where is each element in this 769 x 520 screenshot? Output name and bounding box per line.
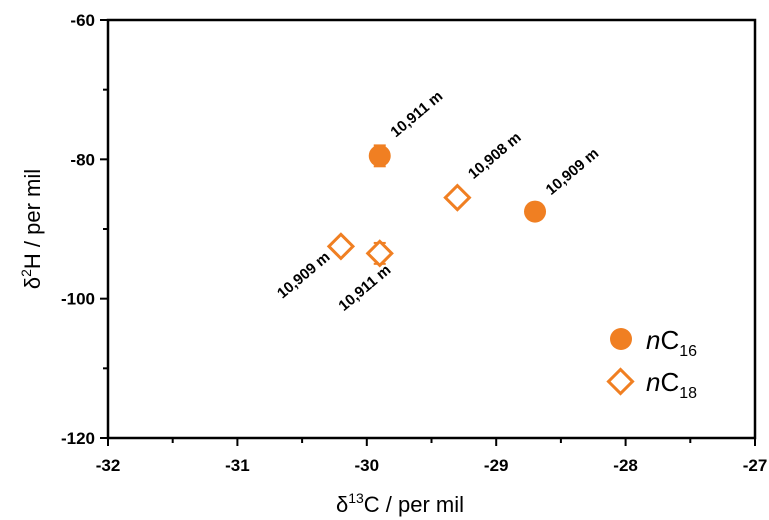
legend-marker-nc16: [610, 328, 632, 350]
point-label: 10,909 m: [274, 248, 333, 302]
data-point-nc18: [443, 183, 472, 212]
data-points: [326, 144, 547, 268]
legend: nC16 nC18: [606, 325, 697, 402]
x-axis-title: δ13C / per mil: [336, 490, 464, 517]
data-point-nc16: [524, 200, 547, 223]
x-tick-label: -30: [355, 456, 380, 475]
point-label: 10,911 m: [335, 261, 394, 314]
y-tick-label: -80: [70, 150, 95, 169]
x-axis: -32 -31 -30 -29 -28 -27: [96, 438, 768, 475]
y-tick-label: -120: [61, 429, 95, 448]
x-tick-label: -28: [613, 456, 638, 475]
data-point-nc16: [368, 144, 391, 167]
y-tick-label: -60: [70, 11, 95, 30]
y-axis: -60 -80 -100 -120: [61, 11, 108, 448]
data-point-nc18: [326, 232, 356, 261]
legend-label-nc18: nC18: [646, 367, 697, 402]
point-labels: 10,911 m10,909 m10,908 m10,909 m 10,911 m: [274, 88, 602, 315]
x-tick-label: -27: [743, 456, 768, 475]
point-label: 10,911 m: [387, 88, 446, 141]
point-label: 10,909 m: [543, 145, 602, 199]
y-axis-title: δ2H / per mil: [18, 169, 45, 289]
y-tick-label: -100: [61, 290, 95, 309]
x-tick-label: -32: [96, 456, 121, 475]
data-point-nc18: [365, 239, 394, 268]
point-label: 10,908 m: [465, 129, 524, 183]
legend-label-nc16: nC16: [646, 325, 697, 360]
x-tick-label: -31: [225, 456, 250, 475]
x-tick-label: -29: [484, 456, 509, 475]
legend-marker-nc18: [606, 367, 635, 396]
